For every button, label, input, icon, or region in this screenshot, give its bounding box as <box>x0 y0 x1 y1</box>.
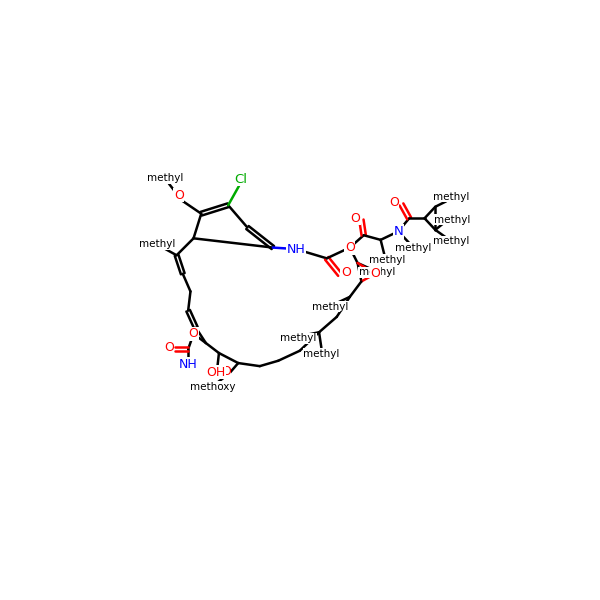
Text: O: O <box>221 365 231 378</box>
Text: methyl: methyl <box>313 302 349 312</box>
Text: O: O <box>164 341 174 354</box>
Text: methyl: methyl <box>433 236 469 247</box>
Text: methyl: methyl <box>280 334 316 343</box>
Text: O: O <box>174 188 184 202</box>
Text: N: N <box>394 225 403 238</box>
Text: O: O <box>345 241 355 254</box>
Text: Cl: Cl <box>234 173 247 185</box>
Text: O: O <box>370 267 380 280</box>
Text: methyl: methyl <box>139 239 176 250</box>
Text: methyl: methyl <box>434 215 470 225</box>
Text: methyl: methyl <box>359 267 395 277</box>
Text: methyl: methyl <box>370 255 406 265</box>
Text: NH: NH <box>179 358 197 371</box>
Text: O: O <box>188 328 199 340</box>
Text: methyl: methyl <box>395 242 431 253</box>
Text: methyl: methyl <box>433 192 469 202</box>
Text: methoxy: methoxy <box>190 382 236 392</box>
Text: OH: OH <box>206 366 226 379</box>
Text: O: O <box>350 212 360 225</box>
Text: O: O <box>341 266 351 280</box>
Text: NH: NH <box>287 242 305 256</box>
Text: methyl: methyl <box>147 173 183 183</box>
Text: O: O <box>389 196 398 209</box>
Text: methyl: methyl <box>303 349 340 359</box>
